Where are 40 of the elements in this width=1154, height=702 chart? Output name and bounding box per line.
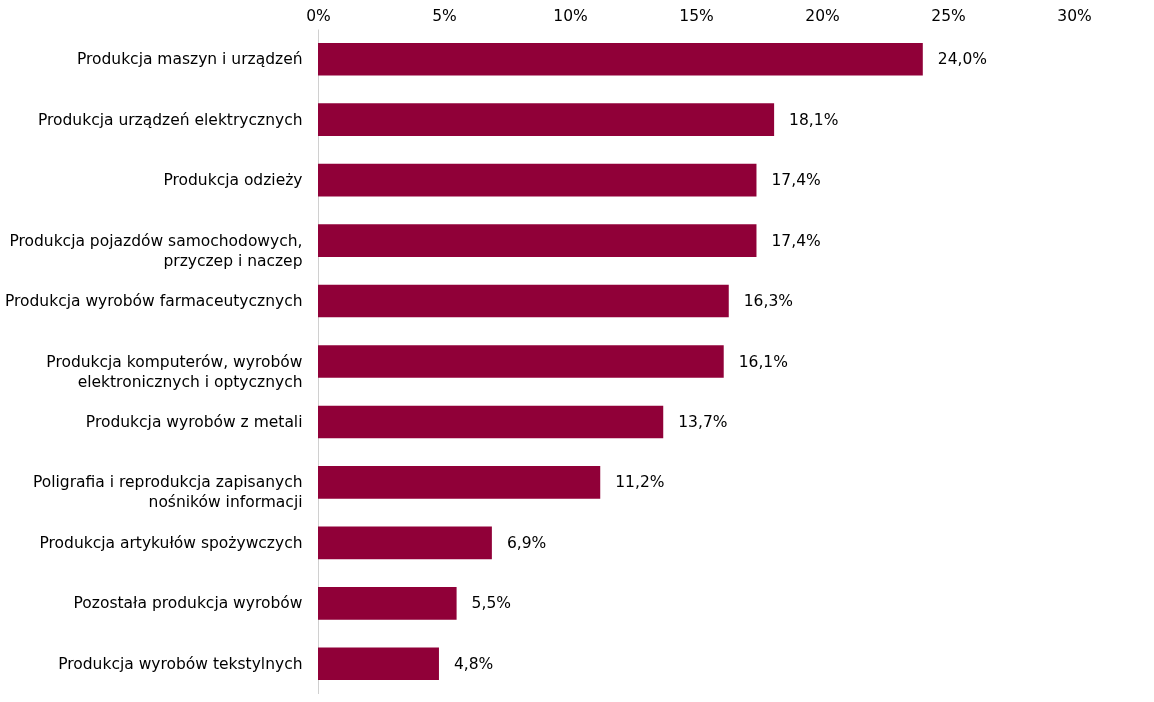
x-tick-label: 20%: [805, 6, 840, 25]
y-tick-label: Produkcja komputerów, wyrobów elektronicznych i optycznych: [46, 352, 303, 391]
x-tick-label: 30%: [1057, 6, 1092, 25]
y-tick-label: Produkcja urządzeń elektrycznych: [37, 110, 303, 129]
data-label: 17,4%: [771, 171, 821, 190]
bar: [318, 405, 664, 439]
bar: [318, 345, 724, 378]
y-tick-label: Produkcja wyrobów tekstylnych: [58, 654, 303, 673]
y-tick-label: Poligrafia i reprodukcja zapisanych nośników informacji: [32, 473, 303, 512]
data-label: 4,8%: [453, 654, 494, 673]
x-tick-label: 15%: [679, 6, 714, 25]
data-label: 17,4%: [771, 231, 821, 250]
data-label: 24,0%: [937, 50, 988, 69]
y-tick-label: Produkcja odzieży: [163, 171, 303, 190]
bar: [318, 526, 492, 560]
bar: [318, 224, 757, 257]
data-label: 11,2%: [615, 473, 665, 492]
x-tick-label: 10%: [553, 6, 588, 25]
bar: [318, 42, 923, 76]
data-label: 6,9%: [506, 533, 547, 552]
x-tick-label: 5%: [432, 6, 457, 25]
y-tick-label: Produkcja artykułów spożywczych: [39, 533, 303, 552]
x-tick-label: 25%: [931, 6, 966, 25]
x-tick-label: 0%: [306, 6, 331, 25]
data-label: 18,1%: [789, 110, 839, 129]
data-label: 5,5%: [471, 594, 511, 613]
bar: [318, 284, 729, 318]
bar: [318, 466, 601, 499]
bar: [318, 163, 757, 197]
data-label: 13,7%: [678, 412, 728, 431]
bar: [318, 587, 457, 620]
y-tick-label: Produkcja wyrobów z metali: [85, 412, 303, 431]
data-label: 16,3%: [743, 292, 794, 311]
y-tick-label: Pozostała produkcja wyrobów: [73, 594, 303, 613]
bar: [318, 103, 775, 136]
y-tick-label: Produkcja maszyn i urządzeń: [76, 50, 303, 69]
bar: [318, 647, 439, 681]
data-label: 16,1%: [738, 352, 788, 371]
y-tick-label: Produkcja pojazdów samochodowych, przyczep i naczep: [9, 231, 303, 270]
y-tick-label: Produkcja wyrobów farmaceutycznych: [4, 292, 303, 311]
